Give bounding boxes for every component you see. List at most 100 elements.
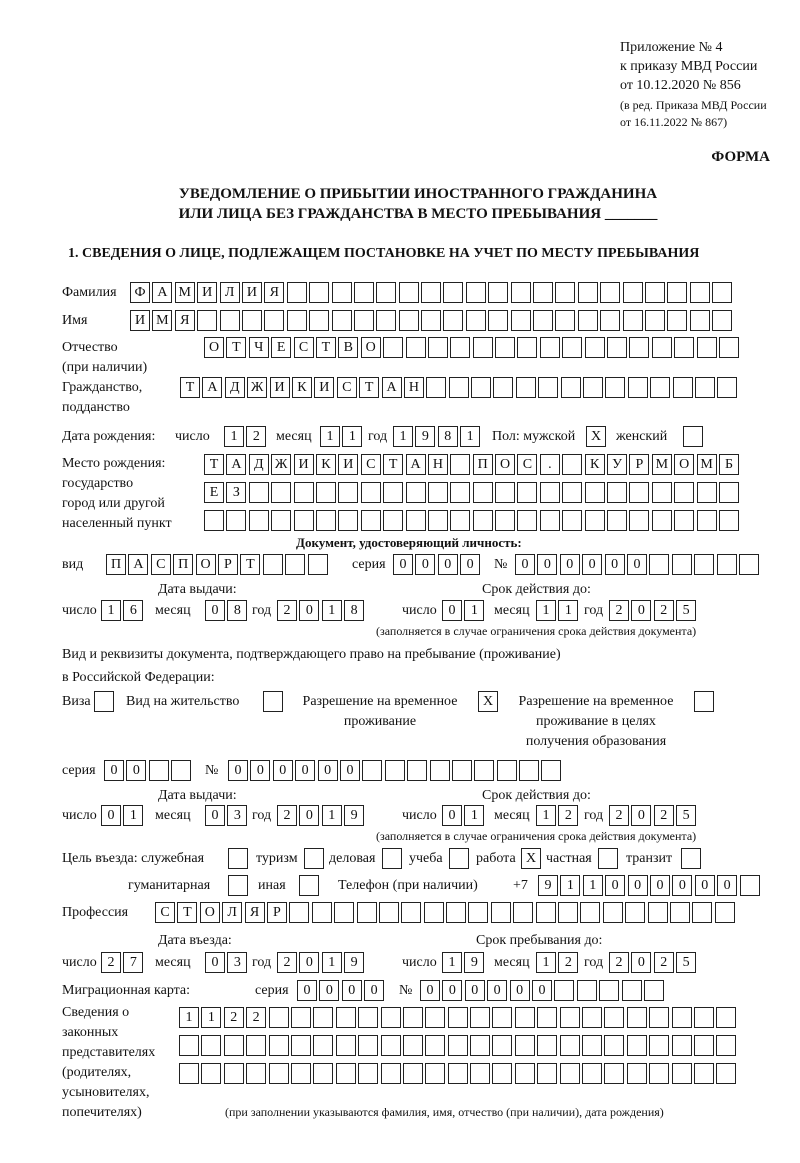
char-box[interactable]	[539, 510, 560, 531]
char-box[interactable]	[627, 377, 648, 398]
char-box[interactable]	[402, 1063, 423, 1084]
char-box[interactable]	[696, 482, 717, 503]
char-box[interactable]	[248, 510, 269, 531]
char-box[interactable]	[148, 760, 169, 781]
char-box[interactable]: С	[360, 454, 381, 475]
char-box[interactable]: 0	[272, 760, 293, 781]
char-box[interactable]: И	[314, 377, 335, 398]
checkbox[interactable]	[681, 848, 701, 869]
purpose-business-checkbox[interactable]	[382, 848, 404, 869]
char-box[interactable]	[582, 1035, 603, 1056]
char-box[interactable]: 1	[321, 952, 342, 973]
char-box[interactable]	[576, 980, 597, 1001]
char-box[interactable]	[338, 510, 359, 531]
char-box[interactable]: 0	[295, 760, 316, 781]
checkbox[interactable]	[263, 691, 283, 712]
char-box[interactable]: П	[173, 554, 194, 575]
char-box[interactable]: З	[226, 482, 247, 503]
char-box[interactable]	[335, 1063, 356, 1084]
char-box[interactable]	[353, 282, 374, 303]
char-box[interactable]	[223, 1063, 244, 1084]
char-box[interactable]	[425, 1007, 446, 1028]
purpose-study-checkbox[interactable]	[449, 848, 471, 869]
char-box[interactable]	[647, 902, 668, 923]
char-box[interactable]: 2	[653, 952, 674, 973]
char-box[interactable]	[356, 902, 377, 923]
char-box[interactable]: Т	[383, 454, 404, 475]
char-box[interactable]	[427, 482, 448, 503]
char-box[interactable]: 0	[627, 875, 648, 896]
char-box[interactable]	[562, 482, 583, 503]
char-box[interactable]	[584, 337, 605, 358]
char-box[interactable]	[495, 337, 516, 358]
char-box[interactable]	[488, 282, 509, 303]
char-box[interactable]	[450, 482, 471, 503]
char-box[interactable]	[644, 282, 665, 303]
char-box[interactable]	[311, 902, 332, 923]
char-box[interactable]	[539, 337, 560, 358]
char-box[interactable]: 2	[653, 805, 674, 826]
char-box[interactable]	[718, 510, 739, 531]
char-box[interactable]	[468, 902, 489, 923]
char-box[interactable]	[219, 310, 240, 331]
char-box[interactable]: 8	[344, 600, 365, 621]
char-box[interactable]	[626, 1007, 647, 1028]
char-box[interactable]: В	[338, 337, 359, 358]
sex-male-checkbox[interactable]: X	[586, 426, 608, 447]
char-box[interactable]: 2	[277, 805, 297, 826]
char-box[interactable]: О	[204, 337, 224, 358]
char-box[interactable]	[358, 1035, 379, 1056]
char-box[interactable]: 0	[228, 760, 248, 781]
char-box[interactable]	[605, 377, 626, 398]
char-box[interactable]: О	[495, 454, 516, 475]
char-box[interactable]	[179, 1035, 199, 1056]
char-box[interactable]: 6	[123, 600, 144, 621]
char-box[interactable]	[582, 1007, 603, 1028]
char-box[interactable]: 1	[393, 426, 413, 447]
char-box[interactable]	[718, 337, 739, 358]
char-box[interactable]: 0	[694, 875, 715, 896]
char-box[interactable]	[625, 902, 646, 923]
char-box[interactable]	[495, 510, 516, 531]
char-box[interactable]	[315, 482, 336, 503]
char-box[interactable]: Я	[174, 310, 195, 331]
char-box[interactable]	[513, 902, 534, 923]
char-box[interactable]	[693, 1063, 714, 1084]
char-box[interactable]	[380, 1035, 401, 1056]
char-box[interactable]: И	[269, 377, 290, 398]
char-box[interactable]: 2	[246, 426, 267, 447]
char-box[interactable]: 0	[339, 760, 360, 781]
char-box[interactable]	[577, 282, 598, 303]
char-box[interactable]	[315, 510, 336, 531]
char-box[interactable]	[651, 510, 672, 531]
char-box[interactable]: С	[155, 902, 175, 923]
char-box[interactable]	[268, 1007, 289, 1028]
purpose-private-checkbox[interactable]	[598, 848, 620, 869]
char-box[interactable]: Ф	[130, 282, 150, 303]
char-box[interactable]	[559, 1035, 580, 1056]
char-box[interactable]: 1	[123, 805, 144, 826]
char-box[interactable]: Т	[177, 902, 198, 923]
char-box[interactable]	[492, 1035, 513, 1056]
char-box[interactable]	[335, 1007, 356, 1028]
char-box[interactable]	[470, 1063, 491, 1084]
checkbox[interactable]	[228, 848, 248, 869]
char-box[interactable]	[533, 310, 554, 331]
char-box[interactable]: 1	[560, 875, 581, 896]
char-box[interactable]	[383, 482, 404, 503]
char-box[interactable]: А	[226, 454, 247, 475]
char-box[interactable]	[405, 510, 426, 531]
char-box[interactable]	[696, 510, 717, 531]
char-box[interactable]	[738, 554, 759, 575]
char-box[interactable]	[629, 337, 650, 358]
char-box[interactable]: С	[150, 554, 171, 575]
char-box[interactable]	[179, 1063, 199, 1084]
char-box[interactable]: 5	[676, 600, 697, 621]
char-box[interactable]	[290, 1035, 311, 1056]
